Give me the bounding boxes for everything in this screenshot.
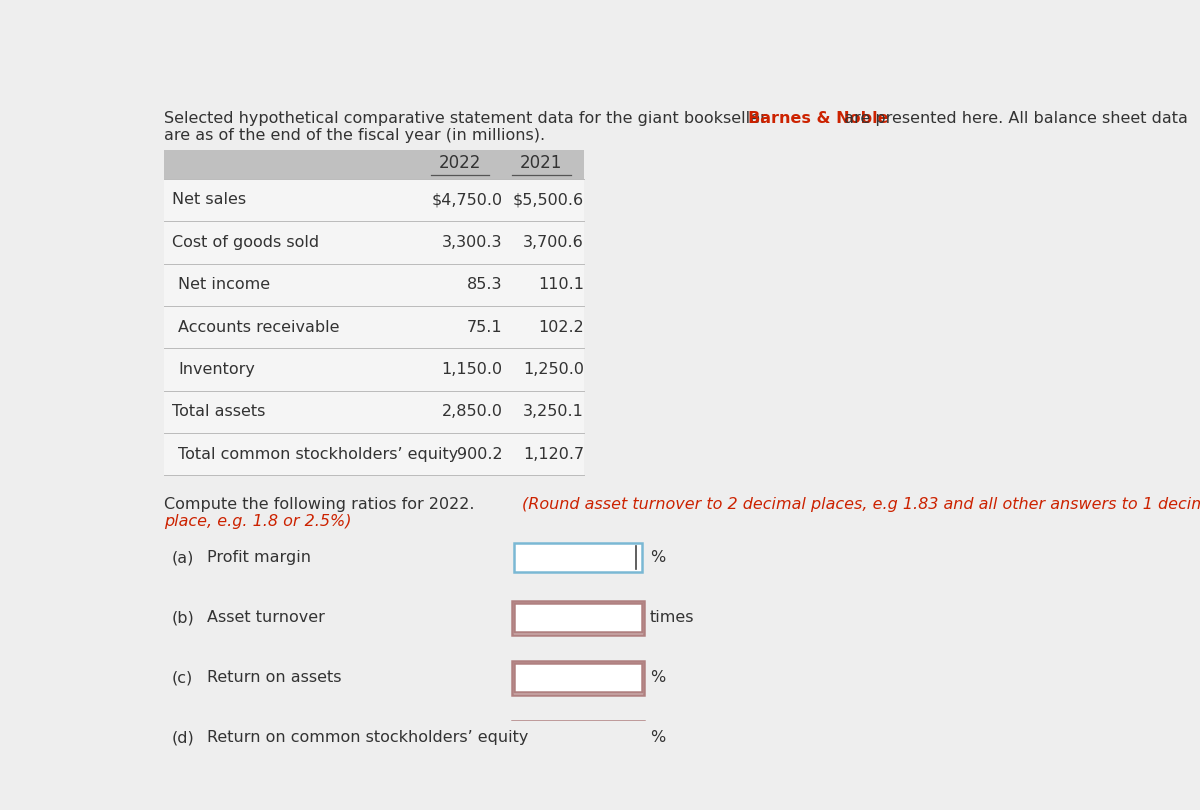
Text: place, e.g. 1.8 or 2.5%): place, e.g. 1.8 or 2.5%) — [164, 514, 352, 529]
Text: (a): (a) — [172, 550, 194, 565]
Text: %: % — [650, 671, 665, 685]
Text: 2,850.0: 2,850.0 — [442, 404, 503, 420]
Text: Net income: Net income — [178, 277, 270, 292]
Text: are as of the end of the fiscal year (in millions).: are as of the end of the fiscal year (in… — [164, 128, 545, 143]
Text: (d): (d) — [172, 731, 194, 745]
Text: 2022: 2022 — [439, 154, 481, 173]
Text: Profit margin: Profit margin — [206, 550, 311, 565]
Text: 75.1: 75.1 — [467, 320, 503, 335]
Text: $4,750.0: $4,750.0 — [432, 193, 503, 207]
Text: Total common stockholders’ equity: Total common stockholders’ equity — [178, 446, 458, 462]
Bar — [164, 221, 584, 263]
Bar — [515, 723, 642, 752]
Bar — [515, 663, 642, 693]
Text: 85.3: 85.3 — [467, 277, 503, 292]
Bar — [164, 179, 584, 221]
Text: %: % — [650, 731, 665, 745]
Text: 1,250.0: 1,250.0 — [523, 362, 584, 377]
Bar — [164, 390, 584, 433]
Text: Return on common stockholders’ equity: Return on common stockholders’ equity — [206, 731, 528, 745]
Text: (Round asset turnover to 2 decimal places, e.g 1.83 and all other answers to 1 d: (Round asset turnover to 2 decimal place… — [522, 497, 1200, 512]
Text: 1,150.0: 1,150.0 — [442, 362, 503, 377]
Text: %: % — [650, 550, 665, 565]
Bar — [515, 543, 642, 573]
Bar — [164, 433, 584, 475]
Bar — [164, 306, 584, 348]
Bar — [512, 661, 644, 695]
Text: Return on assets: Return on assets — [206, 671, 341, 685]
Text: (c): (c) — [172, 671, 193, 685]
Text: times: times — [650, 610, 695, 625]
Text: 102.2: 102.2 — [539, 320, 584, 335]
Text: Barnes & Noble: Barnes & Noble — [748, 111, 889, 126]
Text: are presented here. All balance sheet data: are presented here. All balance sheet da… — [839, 111, 1188, 126]
Text: Asset turnover: Asset turnover — [206, 610, 324, 625]
Text: Compute the following ratios for 2022.: Compute the following ratios for 2022. — [164, 497, 480, 512]
Text: 2021: 2021 — [520, 154, 563, 173]
Bar — [512, 601, 644, 635]
Bar — [164, 150, 584, 179]
Text: (b): (b) — [172, 610, 194, 625]
Text: 900.2: 900.2 — [457, 446, 503, 462]
Bar — [512, 721, 644, 755]
Text: 3,300.3: 3,300.3 — [442, 235, 503, 249]
Bar — [164, 348, 584, 390]
Bar — [164, 263, 584, 306]
Text: 110.1: 110.1 — [538, 277, 584, 292]
Text: Selected hypothetical comparative statement data for the giant bookseller: Selected hypothetical comparative statem… — [164, 111, 772, 126]
Text: Accounts receivable: Accounts receivable — [178, 320, 340, 335]
Text: Net sales: Net sales — [172, 193, 246, 207]
Text: Cost of goods sold: Cost of goods sold — [172, 235, 319, 249]
Text: Inventory: Inventory — [178, 362, 254, 377]
Bar — [515, 603, 642, 633]
Text: $5,500.6: $5,500.6 — [512, 193, 584, 207]
Text: 3,700.6: 3,700.6 — [523, 235, 584, 249]
Text: 3,250.1: 3,250.1 — [523, 404, 584, 420]
Text: 1,120.7: 1,120.7 — [523, 446, 584, 462]
Text: Total assets: Total assets — [172, 404, 265, 420]
